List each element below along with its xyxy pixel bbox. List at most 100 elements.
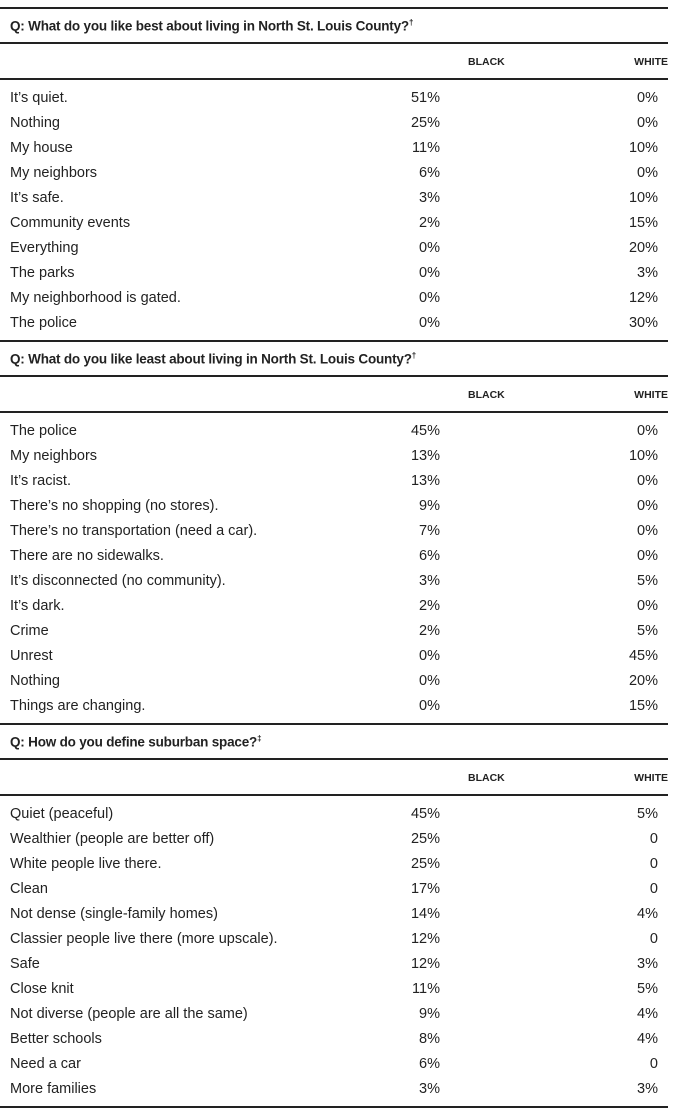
response-label: My neighborhood is gated. <box>10 290 181 306</box>
white-percent: 12% <box>628 290 658 306</box>
black-percent: 0% <box>419 290 440 306</box>
white-percent: 0% <box>637 90 658 106</box>
table-row: Classier people live there (more upscale… <box>0 927 668 952</box>
white-percent: 10% <box>628 448 658 464</box>
black-percent: 12% <box>410 931 440 947</box>
black-percent: 12% <box>410 956 440 972</box>
table-row: Quiet (peaceful) 45% 5% <box>0 802 668 827</box>
black-percent: 45% <box>410 423 440 439</box>
white-percent: 3% <box>637 265 658 281</box>
table-row: Everything 0% 20% <box>0 236 668 261</box>
black-percent: 13% <box>410 448 440 464</box>
question-text: Q: What do you like least about living i… <box>10 351 412 367</box>
response-label: The police <box>10 315 77 331</box>
table-row: Nothing 0% 20% <box>0 669 668 694</box>
table-row: There are no sidewalks. 6% 0% <box>0 544 668 569</box>
response-label: Better schools <box>10 1031 102 1047</box>
survey-section: Q: What do you like best about living in… <box>0 7 668 340</box>
black-percent: 0% <box>419 698 440 714</box>
response-label: There’s no shopping (no stores). <box>10 498 219 514</box>
white-percent: 45% <box>628 648 658 664</box>
white-percent: 0% <box>637 165 658 181</box>
question-title: Q: What do you like best about living in… <box>0 9 668 44</box>
survey-section: Q: What do you like least about living i… <box>0 340 668 723</box>
black-percent: 17% <box>410 881 440 897</box>
table-row: Not dense (single-family homes) 14% 4% <box>0 902 668 927</box>
black-percent: 11% <box>412 140 440 156</box>
response-label: My house <box>10 140 73 156</box>
column-header-row: BLACK WHITE <box>0 377 668 413</box>
table-row: Not diverse (people are all the same) 9% 4… <box>0 1002 668 1027</box>
response-label: Unrest <box>10 648 53 664</box>
response-label: It’s quiet. <box>10 90 68 106</box>
black-percent: 25% <box>410 115 440 131</box>
response-label: Clean <box>10 881 48 897</box>
black-percent: 14% <box>410 906 440 922</box>
footnote-mark: † <box>411 351 416 360</box>
black-percent: 11% <box>412 981 440 997</box>
column-header-black: BLACK <box>468 56 505 68</box>
table-row: It’s quiet. 51% 0% <box>0 86 668 111</box>
response-label: Quiet (peaceful) <box>10 806 114 822</box>
white-percent: 20% <box>628 240 658 256</box>
table-row: Close knit 11% 5% <box>0 977 668 1002</box>
black-percent: 3% <box>419 573 440 589</box>
table-row: There’s no transportation (need a car). 7… <box>0 519 668 544</box>
black-percent: 2% <box>419 215 440 231</box>
response-label: My neighbors <box>10 448 98 464</box>
black-percent: 0% <box>419 673 440 689</box>
column-header-row: BLACK WHITE <box>0 44 668 80</box>
response-label: Things are changing. <box>10 698 146 714</box>
black-percent: 2% <box>419 598 440 614</box>
response-label: It’s disconnected (no community). <box>10 573 226 589</box>
white-percent: 0 <box>649 856 658 872</box>
table-row: My neighborhood is gated. 0% 12% <box>0 286 668 311</box>
table-row: Safe 12% 3% <box>0 952 668 977</box>
black-percent: 9% <box>419 498 440 514</box>
table-row: Better schools 8% 4% <box>0 1027 668 1052</box>
response-label: It’s racist. <box>10 473 71 489</box>
white-percent: 5% <box>637 623 658 639</box>
table-row: Wealthier (people are better off) 25% 0 <box>0 827 668 852</box>
table-row: White people live there. 25% 0 <box>0 852 668 877</box>
white-percent: 5% <box>637 981 658 997</box>
white-percent: 20% <box>628 673 658 689</box>
white-percent: 0% <box>637 115 658 131</box>
question-text: Q: What do you like best about living in… <box>10 18 409 34</box>
response-label: Nothing <box>10 673 60 689</box>
black-percent: 8% <box>419 1031 440 1047</box>
response-label: White people live there. <box>10 856 162 872</box>
response-label: There’s no transportation (need a car). <box>10 523 258 539</box>
survey-section: Q: How do you define suburban space?‡ BL… <box>0 723 668 1108</box>
question-title: Q: What do you like least about living i… <box>0 342 668 377</box>
black-percent: 51% <box>410 90 440 106</box>
response-label: There are no sidewalks. <box>10 548 164 564</box>
response-label: The parks <box>10 265 75 281</box>
black-percent: 0% <box>419 265 440 281</box>
white-percent: 0 <box>649 1056 658 1072</box>
black-percent: 6% <box>419 1056 440 1072</box>
column-header-row: BLACK WHITE <box>0 760 668 796</box>
white-percent: 10% <box>628 190 658 206</box>
response-label: It’s safe. <box>10 190 64 206</box>
table-body: It’s quiet. 51% 0% Nothing 25% 0% My house 11% 1… <box>0 80 668 340</box>
response-label: Everything <box>10 240 79 256</box>
table-row: There’s no shopping (no stores). 9% 0% <box>0 494 668 519</box>
response-label: Safe <box>10 956 40 972</box>
column-header-black: BLACK <box>468 772 505 784</box>
black-percent: 3% <box>419 190 440 206</box>
table-row: It’s disconnected (no community). 3% 5% <box>0 569 668 594</box>
column-header-white: WHITE <box>634 389 668 401</box>
response-label: Crime <box>10 623 49 639</box>
black-percent: 2% <box>419 623 440 639</box>
white-percent: 4% <box>637 906 658 922</box>
white-percent: 3% <box>637 1081 658 1097</box>
column-header-white: WHITE <box>634 772 668 784</box>
response-label: My neighbors <box>10 165 98 181</box>
table-row: My neighbors 13% 10% <box>0 444 668 469</box>
response-label: Community events <box>10 215 131 231</box>
response-label: Close knit <box>10 981 74 997</box>
table-body: The police 45% 0% My neighbors 13% 10% It’s ra… <box>0 413 668 723</box>
black-percent: 0% <box>419 315 440 331</box>
